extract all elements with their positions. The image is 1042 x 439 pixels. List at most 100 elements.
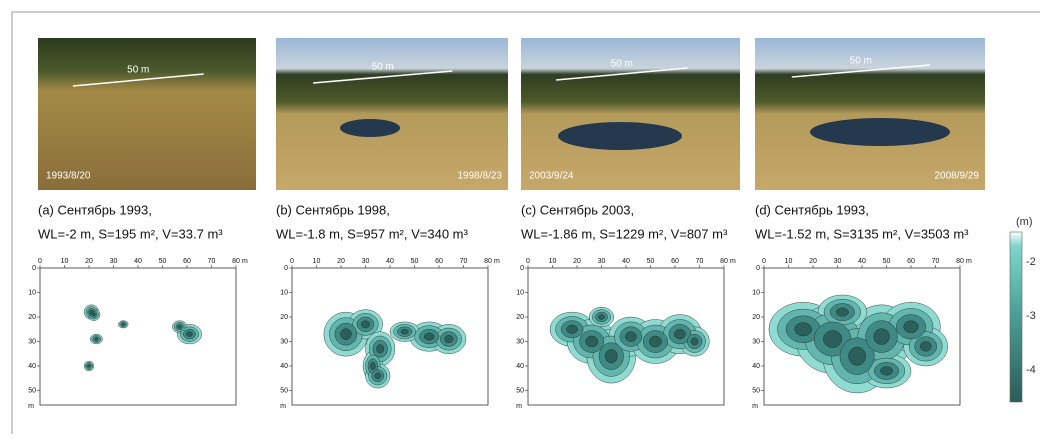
map-frame: [39, 267, 237, 406]
contour: [376, 344, 385, 354]
photo-water: [340, 119, 400, 137]
x-tick-label: 0: [762, 258, 766, 265]
x-unit: m: [494, 258, 500, 265]
scale-arrow: [791, 64, 930, 78]
x-tick-label: 40: [386, 258, 394, 265]
caption-title: (a) Сентябрь 1993,: [38, 202, 152, 217]
caption-title: (d) Сентябрь 1993,: [755, 202, 869, 217]
x-tick-label: 80: [956, 258, 964, 265]
y-tick-label: 20: [280, 314, 288, 321]
caption-stats: WL=-1.52 m, S=3135 m², V=3503 m³: [755, 226, 969, 241]
x-tick-label: 80: [720, 258, 728, 265]
x-tick-label: 0: [290, 258, 294, 265]
contour: [94, 337, 99, 341]
contour: [177, 325, 182, 329]
y-tick-label: 40: [516, 363, 524, 370]
contour: [690, 337, 699, 346]
x-tick-label: 40: [134, 258, 142, 265]
x-tick-label: 70: [208, 258, 216, 265]
y-tick-label: 40: [280, 363, 288, 370]
x-tick-label: 10: [313, 258, 321, 265]
contour: [604, 349, 618, 364]
scale-label: 50 m: [372, 62, 394, 73]
colorbar-label: -4: [1026, 364, 1036, 376]
x-tick-label: 10: [549, 258, 557, 265]
contour: [873, 328, 890, 345]
y-unit: m: [28, 403, 34, 410]
photo-water: [558, 122, 682, 150]
panels: 50 m 1993/8/20 (a) Сентябрь 1993, WL=-2 m, …: [28, 38, 985, 410]
contour: [370, 362, 376, 370]
contour: [598, 314, 605, 320]
contour: [585, 335, 599, 348]
caption-stats: WL=-1.8 m, S=957 m², V=340 m³: [276, 226, 468, 241]
scale-label: 50 m: [127, 65, 149, 76]
contour: [87, 364, 91, 368]
photo-water: [810, 118, 950, 146]
y-unit: m: [516, 403, 522, 410]
photo-date: 1998/8/23: [458, 171, 503, 182]
scale-arrow: [72, 73, 204, 87]
y-tick-label: 30: [28, 338, 36, 345]
x-tick-label: 40: [858, 258, 866, 265]
colorbar-label: -2: [1026, 256, 1036, 268]
x-tick-label: 60: [183, 258, 191, 265]
y-tick-label: 50: [516, 387, 524, 394]
y-tick-label: 0: [520, 265, 524, 272]
x-tick-label: 20: [809, 258, 817, 265]
contour: [92, 312, 96, 317]
x-unit: m: [242, 258, 248, 265]
y-tick-label: 10: [28, 289, 36, 296]
y-tick-label: 0: [32, 265, 36, 272]
y-tick-label: 40: [752, 363, 760, 370]
y-tick-label: 30: [516, 338, 524, 345]
contour: [186, 331, 193, 337]
contour: [361, 320, 370, 329]
photo: [755, 38, 985, 190]
x-tick-label: 70: [460, 258, 468, 265]
y-tick-label: 10: [752, 289, 760, 296]
contour: [919, 341, 932, 352]
contour: [121, 323, 125, 326]
x-tick-label: 10: [61, 258, 69, 265]
photo: [276, 38, 508, 190]
x-tick-label: 30: [834, 258, 842, 265]
x-tick-label: 20: [337, 258, 345, 265]
photo-date: 1993/8/20: [46, 171, 91, 182]
contour: [848, 346, 866, 366]
colorbar-label: -3: [1026, 310, 1036, 322]
colorbar-unit: (m): [1016, 216, 1033, 228]
caption-stats: WL=-1.86 m, S=1229 m², V=807 m³: [521, 226, 728, 241]
scale-label: 50 m: [611, 59, 633, 70]
x-unit: m: [730, 258, 736, 265]
contour: [823, 330, 842, 348]
frame: [11, 11, 1040, 434]
x-tick-label: 0: [526, 258, 530, 265]
contour: [794, 322, 812, 337]
caption-stats: WL=-2 m, S=195 m², V=33.7 m³: [38, 226, 223, 241]
x-tick-label: 50: [647, 258, 655, 265]
photo: [38, 38, 256, 190]
contour: [374, 372, 382, 380]
contour: [674, 329, 686, 340]
colorbar: [1009, 231, 1023, 403]
y-tick-label: 50: [280, 387, 288, 394]
x-tick-label: 50: [159, 258, 167, 265]
y-tick-label: 30: [280, 338, 288, 345]
x-tick-label: 30: [362, 258, 370, 265]
y-tick-label: 40: [28, 363, 36, 370]
photo: [521, 38, 740, 190]
x-tick-label: 60: [671, 258, 679, 265]
contour: [903, 320, 919, 334]
caption-title: (b) Сентябрь 1998,: [276, 202, 390, 217]
x-tick-label: 60: [435, 258, 443, 265]
contour: [625, 331, 637, 342]
photo-date: 2003/9/24: [529, 171, 574, 182]
caption-title: (c) Сентябрь 2003,: [521, 202, 634, 217]
y-tick-label: 50: [28, 387, 36, 394]
x-tick-label: 20: [85, 258, 93, 265]
x-tick-label: 30: [598, 258, 606, 265]
photo-date: 2008/9/29: [935, 171, 980, 182]
y-tick-label: 50: [752, 387, 760, 394]
